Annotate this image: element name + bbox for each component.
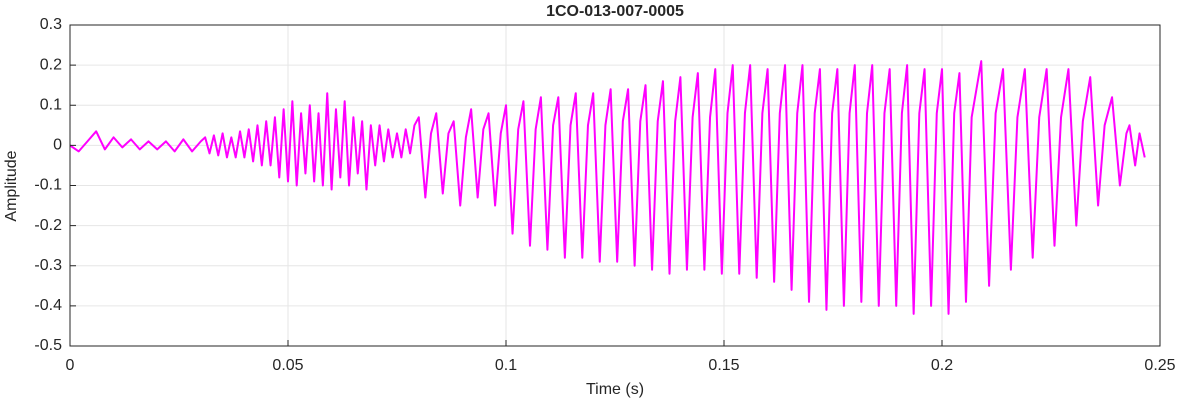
y-tick-label: -0.1 <box>34 177 62 194</box>
y-tick-label: 0 <box>53 137 62 154</box>
waveform-line <box>69 60 1146 315</box>
y-axis-label: Amplitude <box>3 150 20 221</box>
y-tick-label: 0.3 <box>40 16 62 33</box>
chart-title: 1CO-013-007-0005 <box>546 3 684 20</box>
plot-area <box>69 60 1146 315</box>
y-tick-label: -0.5 <box>34 337 62 354</box>
x-tick-label: 0.05 <box>272 357 303 374</box>
x-tick-label: 0.2 <box>931 357 953 374</box>
y-tick-label: -0.4 <box>34 297 62 314</box>
y-tick-label: -0.2 <box>34 217 62 234</box>
x-tick-label: 0.15 <box>708 357 739 374</box>
x-tick-label: 0.1 <box>495 357 517 374</box>
y-tick-label: 0.2 <box>40 56 62 73</box>
y-tick-label: 0.1 <box>40 96 62 113</box>
x-axis-label: Time (s) <box>586 381 644 398</box>
x-tick-label: 0.25 <box>1144 357 1175 374</box>
x-tick-label: 0 <box>66 357 75 374</box>
y-tick-label: -0.3 <box>34 257 62 274</box>
